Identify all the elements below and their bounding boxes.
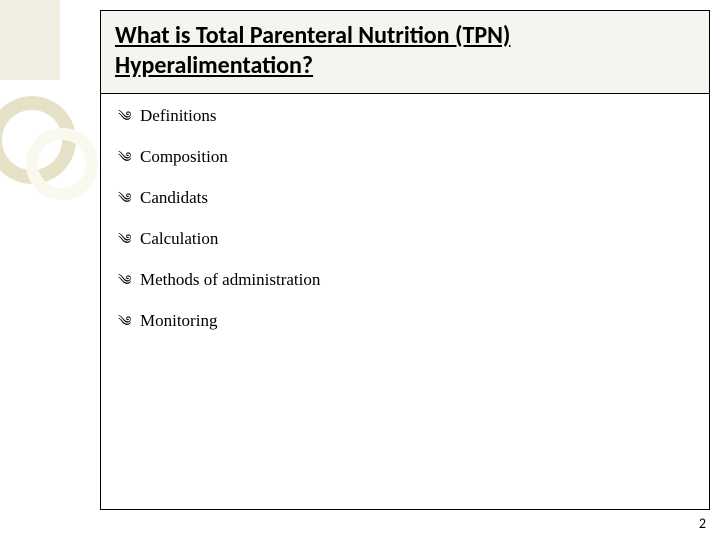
list-item: ༄Methods of administration: [118, 264, 700, 304]
bullet-text: Methods of administration: [140, 270, 320, 290]
bullet-icon: ༄: [118, 264, 140, 304]
bullet-text: Composition: [140, 147, 228, 167]
bullet-text: Candidats: [140, 188, 208, 208]
list-item: ༄Calculation: [118, 223, 700, 263]
page-title: What is Total Parenteral Nutrition (TPN)…: [115, 21, 695, 81]
title-box: What is Total Parenteral Nutrition (TPN)…: [100, 10, 710, 94]
bullet-list: ༄Definitions༄Composition༄Candidats༄Calcu…: [118, 100, 700, 346]
list-item: ༄Candidats: [118, 182, 700, 222]
list-item: ༄Definitions: [118, 100, 700, 140]
decor-ring-inner: [26, 128, 98, 200]
page-number: 2: [699, 515, 706, 532]
list-item: ༄Monitoring: [118, 305, 700, 345]
bullet-icon: ༄: [118, 223, 140, 263]
list-item: ༄Composition: [118, 141, 700, 181]
bullet-icon: ༄: [118, 305, 140, 345]
bullet-icon: ༄: [118, 141, 140, 181]
decor-rect: [0, 0, 60, 80]
bullet-icon: ༄: [118, 182, 140, 222]
bullet-icon: ༄: [118, 100, 140, 140]
bullet-text: Monitoring: [140, 311, 217, 331]
bullet-text: Definitions: [140, 106, 217, 126]
bullet-text: Calculation: [140, 229, 218, 249]
